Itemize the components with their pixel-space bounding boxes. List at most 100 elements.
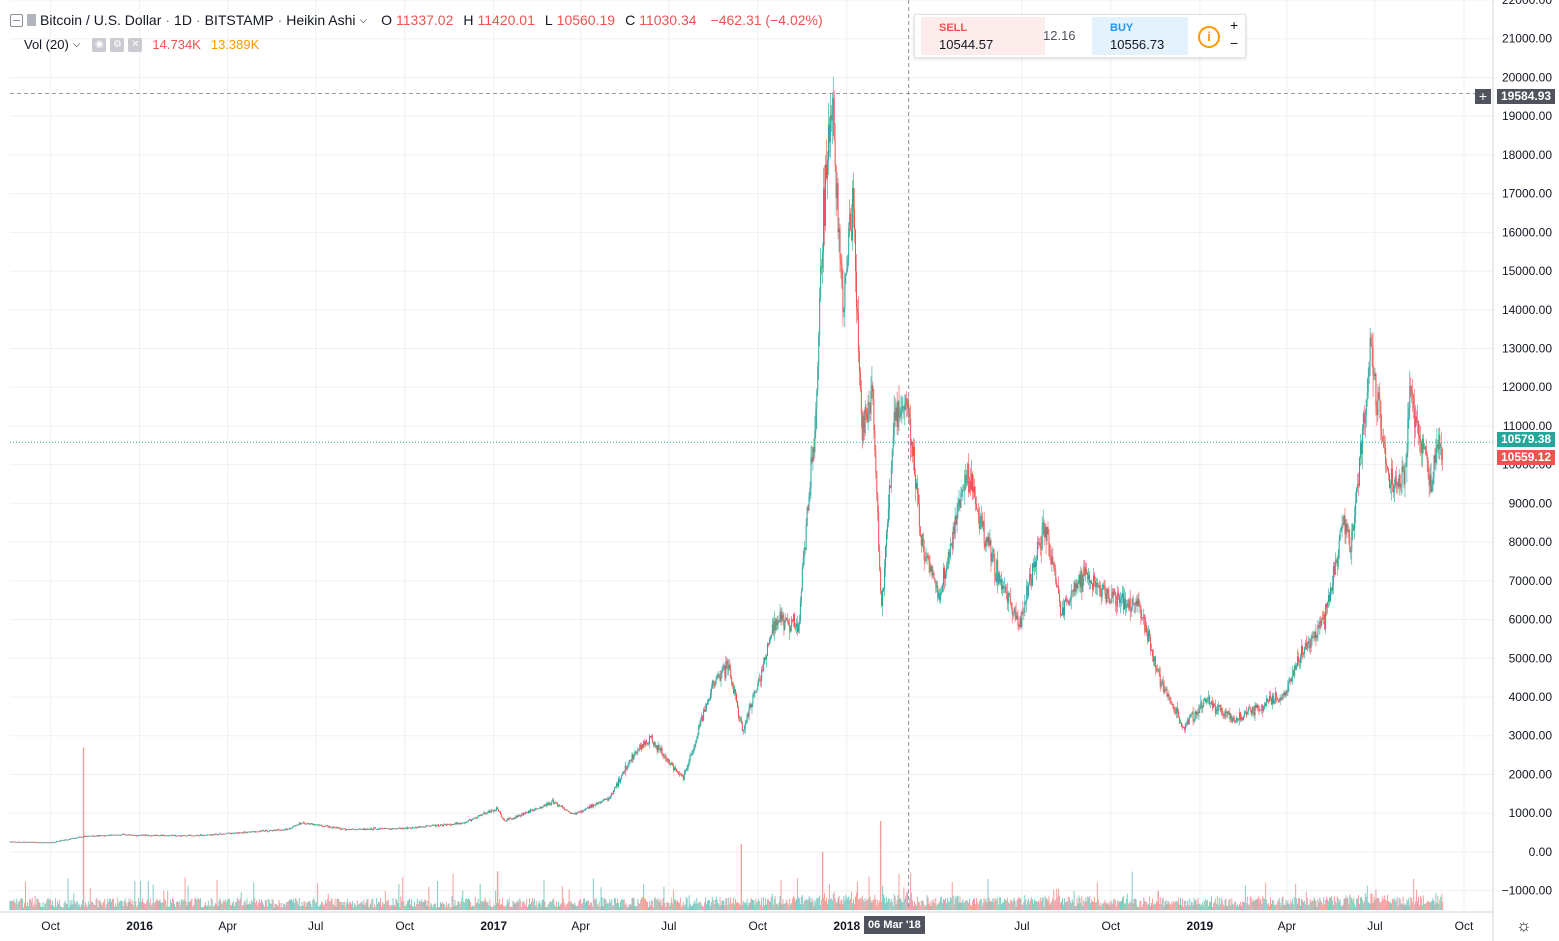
candle-body [353,829,355,831]
candle-body [954,516,956,535]
candle-body [327,826,329,828]
volume-bar [1245,903,1247,910]
candle-body [422,826,424,828]
candle-body [609,797,611,799]
volume-bar [53,905,55,910]
candle-body [62,839,64,841]
candle-body [1063,601,1065,616]
candle-body [11,841,13,843]
candle-body [967,463,969,478]
volume-bar [509,906,511,910]
candle-body [291,828,293,830]
collapse-icon[interactable] [10,13,23,27]
volume-bar [687,907,689,910]
volume-bar [484,897,486,910]
volume-bar [412,906,414,910]
candle-body [33,841,35,843]
info-icon[interactable]: i [1198,26,1220,48]
close-icon[interactable]: ✕ [128,37,143,52]
volume-bar [1031,897,1033,910]
candle-body [441,824,443,827]
candle-body [206,834,208,836]
candle-body [1271,695,1273,705]
volume-bar [1186,900,1188,910]
volume-bar [717,903,719,910]
candle-body [1268,701,1270,703]
volume-bar [1366,885,1368,910]
candle-body [1274,692,1276,702]
candle-body [409,827,411,829]
add-alert-button[interactable]: + [1475,89,1491,104]
candle-body [1143,614,1145,618]
candle-body [1427,460,1429,477]
symbol-name[interactable]: Bitcoin / U.S. Dollar [40,12,162,28]
candle-body [1102,584,1104,586]
candle-body [566,809,568,811]
settings-gear-icon[interactable]: ☼ [1516,916,1532,935]
volume-bar [443,904,445,910]
volume-value: 14.734K [152,37,201,52]
volume-label[interactable]: Vol (20) [24,37,69,52]
volume-bar [1218,897,1220,910]
increase-quantity-button[interactable]: + [1230,17,1239,33]
volume-bar [1206,901,1208,910]
candle-body [146,835,148,837]
buy-button[interactable]: BUY 10556.73 [1092,17,1188,55]
candle-body [312,824,314,825]
candle-body [1270,698,1272,705]
candle-body [634,752,636,756]
decrease-quantity-button[interactable]: − [1230,35,1239,51]
volume-bar [262,904,264,910]
candle-body [630,759,632,761]
volume-bar [703,906,705,910]
interval[interactable]: 1D [174,12,192,28]
volume-bar [1287,900,1289,910]
sell-button[interactable]: SELL 10544.57 [921,17,1045,55]
candle-body [662,753,664,756]
candle-body [511,818,513,820]
candle-body [167,835,169,837]
chevron-down-icon[interactable]: ⌵ [359,14,368,26]
candle-body [457,822,459,824]
volume-bar [704,902,706,910]
candle-body [57,840,59,842]
volume-bar [809,898,811,910]
volume-bar [1335,903,1337,910]
volume-bar [324,900,326,910]
volume-bar [387,899,389,910]
volume-bar [50,899,52,910]
volume-bar [671,897,673,910]
volume-bar [1308,904,1310,910]
candle-body [448,824,450,825]
candle-body [1006,593,1008,603]
gear-icon[interactable]: ⚙ [110,37,125,52]
volume-bar [1007,902,1009,910]
volume-bar [1080,903,1082,910]
chart-style[interactable]: Heikin Ashi [286,12,356,28]
candle-body [61,839,63,841]
volume-bar [39,903,41,910]
candle-body [1404,466,1406,485]
volume-bar [760,904,762,910]
volume-bar [525,905,527,910]
candle-body [956,512,958,525]
candle-body [413,827,415,829]
candle-body [963,490,965,492]
candle-body [1346,523,1348,532]
volume-bar [617,898,619,910]
candle-body [97,835,99,837]
volume-bar [575,905,577,910]
volume-bar [1244,885,1246,910]
candle-body [1263,706,1265,712]
volume-spike [82,747,85,910]
candle-body [331,827,333,829]
volume-bar [1142,904,1144,910]
chevron-down-icon[interactable]: ⌵ [72,39,81,50]
eye-icon[interactable]: ◉ [92,37,107,52]
volume-bar [1285,900,1287,910]
candle-body [865,407,867,413]
volume-bar [1022,905,1024,910]
candle-body [305,823,307,825]
volume-bar [1358,894,1360,910]
